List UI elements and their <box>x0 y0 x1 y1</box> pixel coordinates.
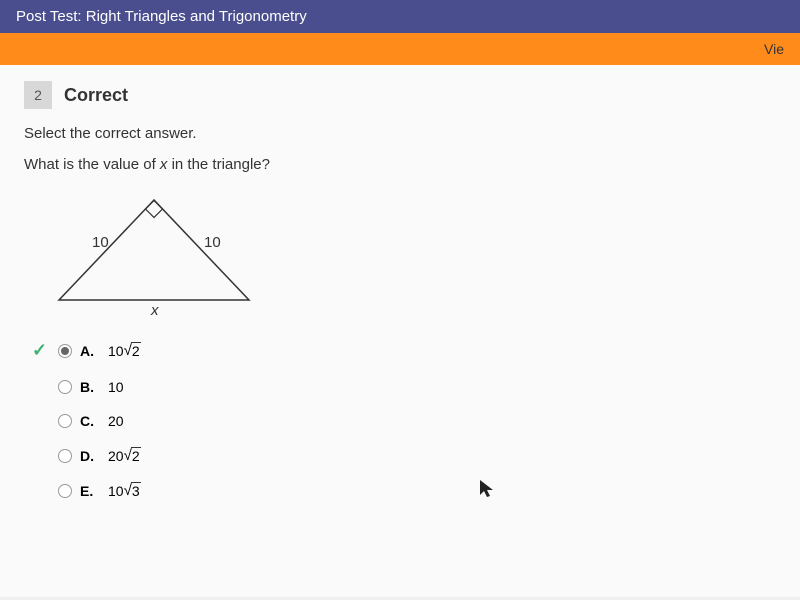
base-label: x <box>150 302 159 315</box>
option-row[interactable]: D. 20√2 <box>32 447 776 464</box>
instruction-text: Select the correct answer. <box>24 125 776 142</box>
option-row[interactable]: E. 10√3 <box>32 482 776 499</box>
option-row[interactable]: ✓ A. 10√2 <box>32 340 776 361</box>
options-list: ✓ A. 10√2 B. 10 C. 20 D. 20√2 E. 10√3 <box>32 340 776 499</box>
side-left-label: 10 <box>92 234 109 251</box>
option-letter: E. <box>80 483 100 499</box>
option-letter: D. <box>80 448 100 464</box>
cursor-icon <box>480 480 498 503</box>
radio-button[interactable] <box>58 449 72 463</box>
option-value: 10√2 <box>108 342 141 359</box>
side-right-label: 10 <box>204 234 221 251</box>
option-value: 20√2 <box>108 447 141 464</box>
check-icon: ✓ <box>32 340 50 361</box>
option-letter: C. <box>80 413 100 429</box>
radio-button[interactable] <box>58 484 72 498</box>
status-label: Correct <box>64 85 128 106</box>
option-row[interactable]: B. 10 <box>32 379 776 395</box>
question-header: 2 Correct <box>24 81 776 109</box>
title-bar: Post Test: Right Triangles and Trigonome… <box>0 0 800 33</box>
option-value: 10 <box>108 379 124 395</box>
option-row[interactable]: C. 20 <box>32 413 776 429</box>
triangle-diagram: 10 10 x <box>44 185 776 320</box>
radio-button[interactable] <box>58 380 72 394</box>
sub-nav-bar: Vie <box>0 33 800 65</box>
option-value: 20 <box>108 413 124 429</box>
radio-button[interactable] <box>58 344 72 358</box>
question-text: What is the value of x in the triangle? <box>24 156 776 173</box>
option-value: 10√3 <box>108 482 141 499</box>
question-number-badge: 2 <box>24 81 52 109</box>
triangle-svg: 10 10 x <box>44 185 264 315</box>
option-letter: A. <box>80 343 100 359</box>
sub-nav-link[interactable]: Vie <box>764 41 784 57</box>
radio-button[interactable] <box>58 414 72 428</box>
page-title: Post Test: Right Triangles and Trigonome… <box>16 8 307 25</box>
content-area: 2 Correct Select the correct answer. Wha… <box>0 65 800 597</box>
option-letter: B. <box>80 379 100 395</box>
